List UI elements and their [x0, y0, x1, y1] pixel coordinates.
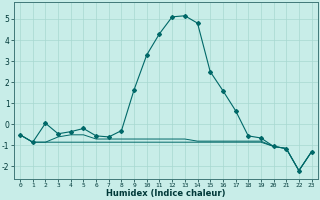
X-axis label: Humidex (Indice chaleur): Humidex (Indice chaleur) [106, 189, 226, 198]
